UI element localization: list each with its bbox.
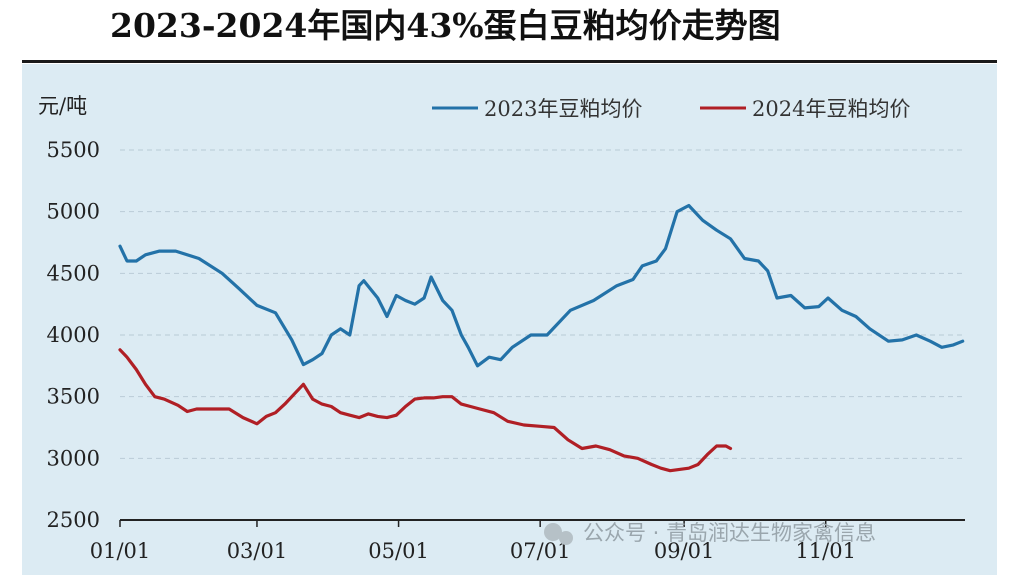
chart-title: 2023-2024年国内43%蛋白豆粕均价走势图 bbox=[110, 6, 781, 45]
x-tick-label: 03/01 bbox=[227, 539, 288, 563]
legend-label: 2024年豆粕均价 bbox=[752, 97, 910, 121]
y-tick-label: 4000 bbox=[47, 323, 100, 347]
x-tick-label: 09/01 bbox=[654, 539, 715, 563]
x-tick-label: 01/01 bbox=[90, 539, 151, 563]
watermark: 公众号 · 青岛润达生物家禽信息 bbox=[544, 521, 876, 545]
y-tick-label: 2500 bbox=[47, 508, 100, 532]
x-tick-label: 07/01 bbox=[510, 539, 571, 563]
x-tick-label: 11/01 bbox=[795, 539, 856, 563]
y-tick-label: 3000 bbox=[47, 446, 100, 470]
y-tick-label: 5500 bbox=[47, 138, 100, 162]
y-tick-label: 3500 bbox=[47, 385, 100, 409]
series-line-2023 bbox=[118, 203, 965, 368]
legend-label: 2023年豆粕均价 bbox=[484, 97, 642, 121]
x-tick-label: 05/01 bbox=[368, 539, 429, 563]
series-lines bbox=[118, 203, 965, 473]
y-axis-ticks: 5500 5000 4500 4000 3500 3000 2500 bbox=[47, 138, 100, 532]
y-tick-label: 5000 bbox=[47, 200, 100, 224]
x-axis-ticks: 01/01 03/01 05/01 07/01 09/01 11/01 bbox=[90, 520, 856, 563]
y-axis-unit-label: 元/吨 bbox=[38, 94, 87, 118]
gridlines bbox=[120, 149, 965, 459]
chart-panel bbox=[22, 64, 997, 575]
title-underline bbox=[22, 60, 997, 63]
watermark-text: 公众号 · 青岛润达生物家禽信息 bbox=[583, 521, 876, 545]
series-line-2024 bbox=[118, 348, 733, 473]
legend: 2023年豆粕均价 2024年豆粕均价 bbox=[432, 97, 910, 121]
y-tick-label: 4500 bbox=[47, 261, 100, 285]
wechat-icon bbox=[544, 523, 573, 545]
